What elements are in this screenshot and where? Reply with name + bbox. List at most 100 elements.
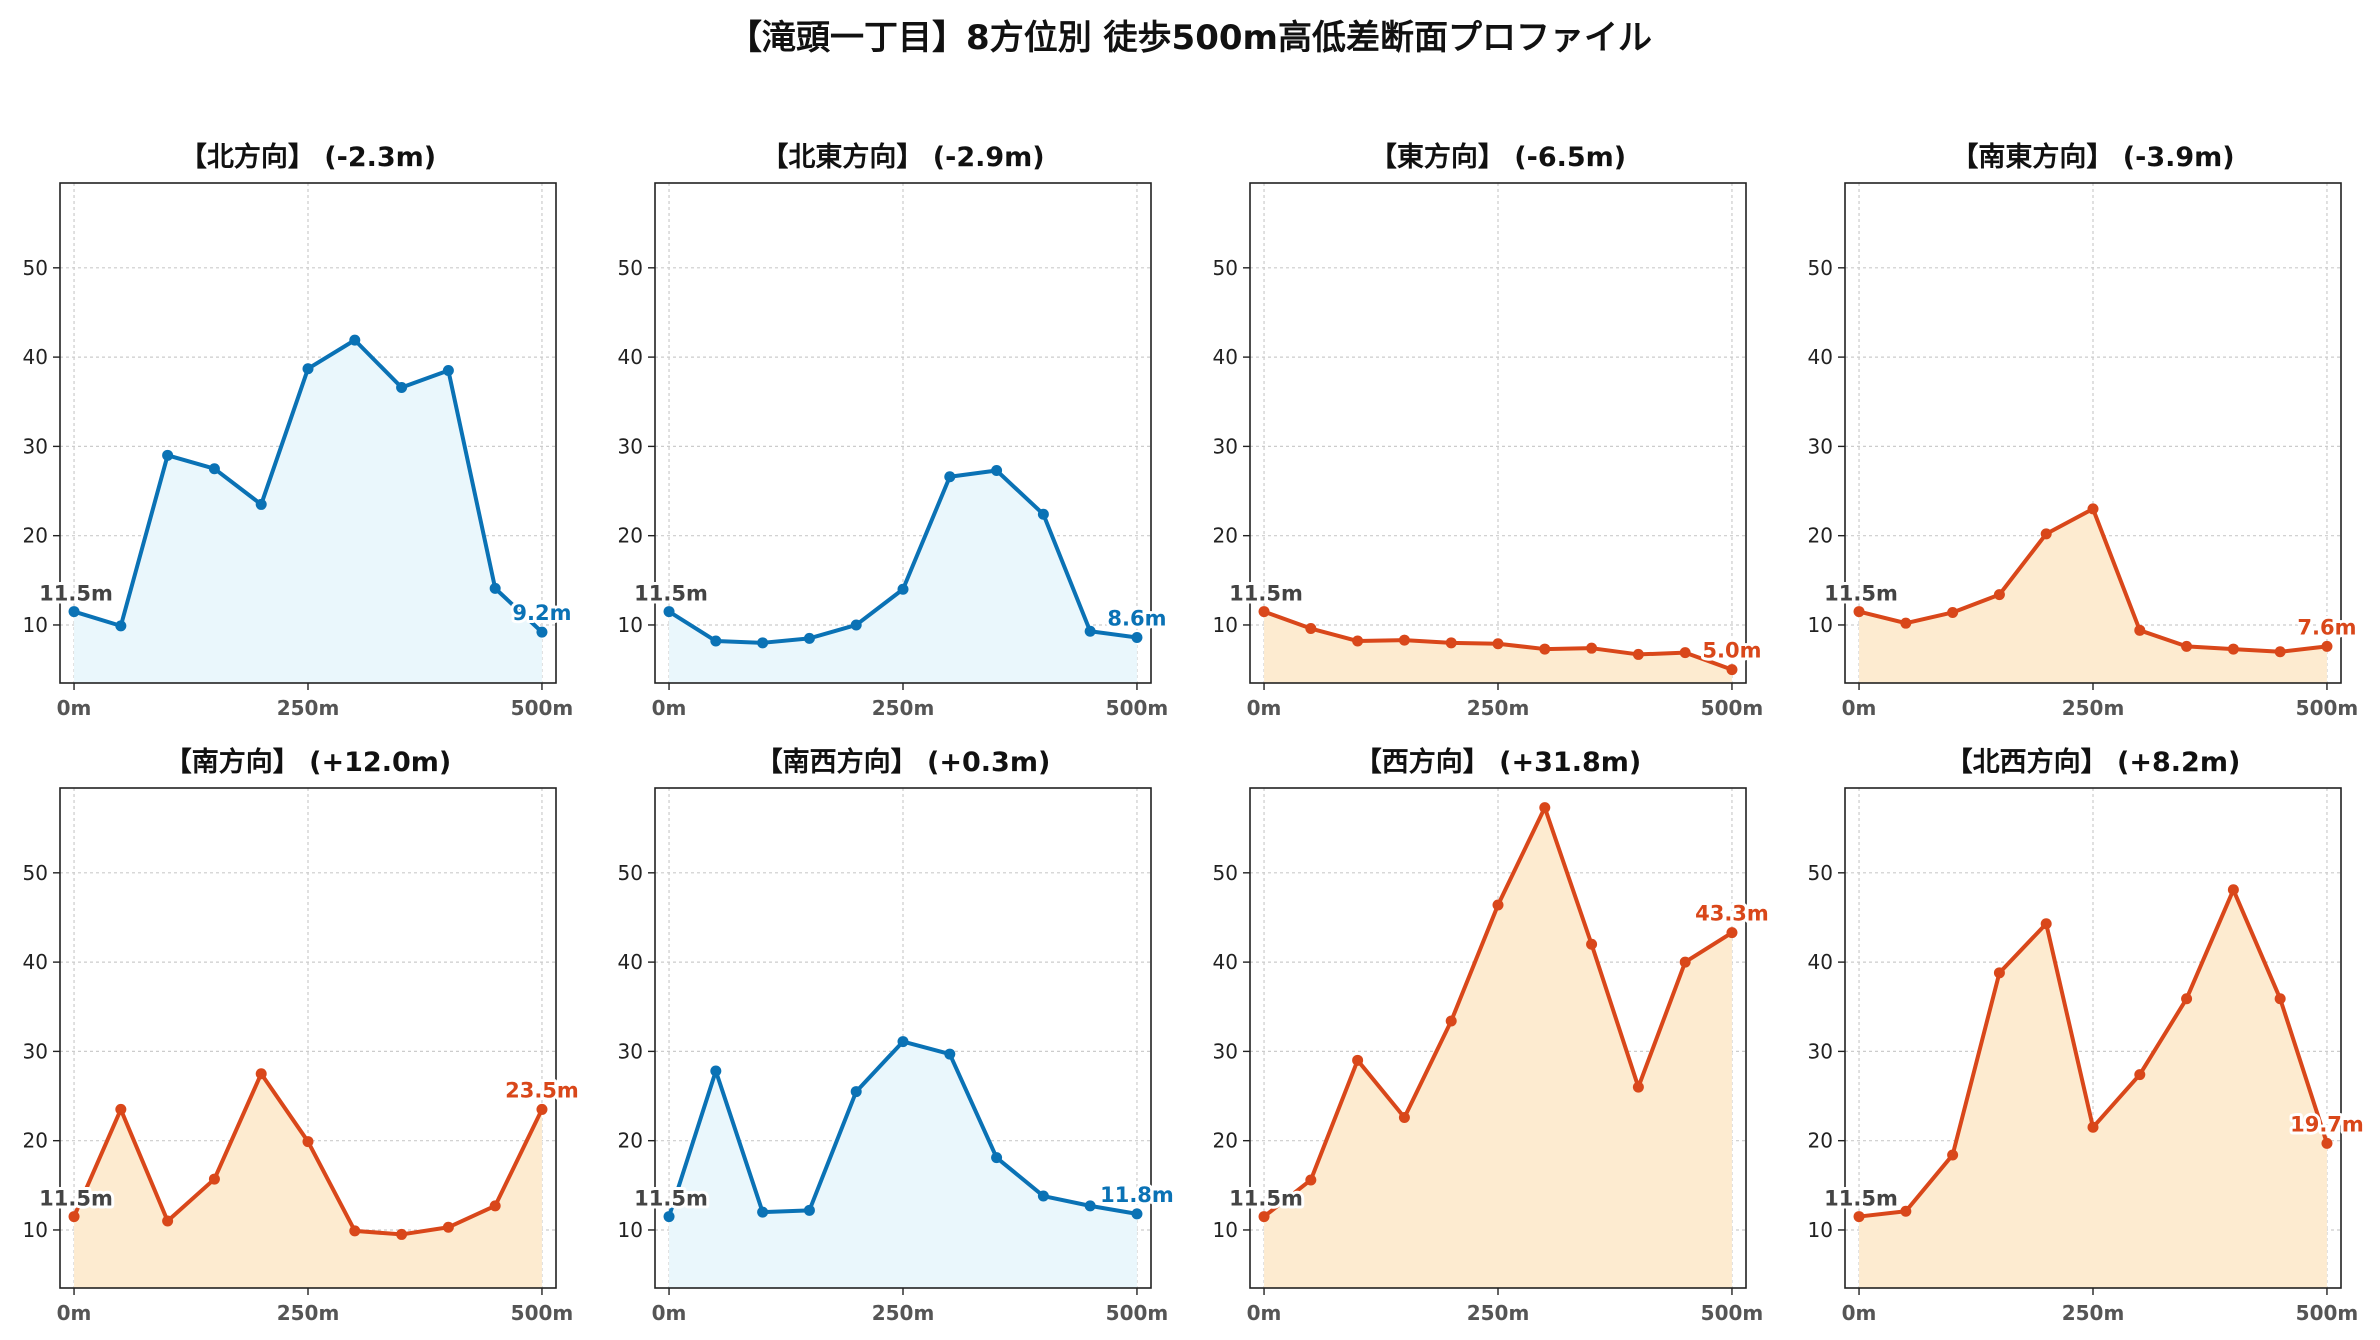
data-point [710,635,722,647]
data-point [68,1211,80,1223]
page-title: 【滝頭一丁目】8方位別 徒歩500m高低差断面プロファイル [728,18,1652,58]
data-point [1853,1211,1865,1223]
end-elevation-label: 23.5m [505,1078,579,1102]
x-tick-label: 500m [1701,1301,1764,1325]
data-point [1726,927,1738,939]
data-point [944,1048,956,1060]
y-tick-label: 20 [23,524,48,548]
data-point [1632,1081,1644,1093]
data-point [757,1206,769,1218]
data-point [2134,624,2146,636]
data-point [442,365,454,376]
y-tick-label: 30 [1213,1039,1238,1063]
start-elevation-label: 11.5m [39,582,113,606]
x-tick-label: 0m [1842,696,1877,720]
data-point [302,1136,314,1148]
data-point [1305,623,1317,635]
data-point [162,449,174,461]
area-fill [1264,807,1732,1288]
x-tick-label: 0m [1842,1301,1877,1325]
data-point [2227,884,2239,896]
data-point [536,626,548,638]
data-point [489,1200,501,1212]
area-fill [74,1073,542,1288]
data-point [442,1221,454,1233]
y-tick-label: 20 [1808,1129,1833,1153]
data-point [897,583,909,595]
data-point [1352,635,1364,647]
end-elevation-label: 43.3m [1695,902,1769,926]
y-tick-label: 20 [1213,1129,1238,1153]
x-tick-label: 250m [277,696,340,720]
data-point [1258,606,1270,618]
data-point [1947,606,1959,618]
end-elevation-label: 8.6m [1107,606,1166,630]
end-elevation-label: 5.0m [1702,639,1761,663]
data-point [349,334,361,346]
x-tick-label: 250m [2062,696,2125,720]
panel-title: 【南東方向】 (-3.9m) [1951,141,2234,173]
data-point [944,471,956,483]
data-point [1679,956,1691,968]
data-point [2321,640,2333,652]
data-point [396,1228,408,1240]
panel-title: 【北西方向】 (+8.2m) [1946,746,2241,778]
area-fill [1859,889,2327,1288]
data-point [1037,508,1049,520]
x-tick-label: 500m [511,696,574,720]
data-point [1947,1149,1959,1161]
start-elevation-label: 11.5m [1229,582,1303,606]
x-tick-label: 250m [872,696,935,720]
data-point [1398,634,1410,646]
data-point [1679,647,1691,659]
panel-title: 【北東方向】 (-2.9m) [761,141,1044,173]
area-fill [1859,508,2327,683]
y-tick-label: 30 [23,434,48,458]
data-point [302,363,314,375]
y-tick-label: 50 [1213,256,1238,280]
y-tick-label: 10 [618,613,643,637]
y-tick-label: 50 [23,861,48,885]
data-point [897,1036,909,1048]
panel-title: 【東方向】 (-6.5m) [1370,141,1626,173]
y-tick-label: 50 [1213,861,1238,885]
x-tick-label: 500m [511,1301,574,1325]
y-tick-label: 40 [618,345,643,369]
data-point [991,1152,1003,1164]
y-tick-label: 20 [23,1129,48,1153]
start-elevation-label: 11.5m [1229,1187,1303,1211]
start-elevation-label: 11.5m [634,582,708,606]
data-point [1539,643,1551,655]
data-point [2274,646,2286,658]
data-point [1258,1211,1270,1223]
x-tick-label: 250m [277,1301,340,1325]
x-tick-label: 250m [1467,1301,1530,1325]
data-point [1398,1111,1410,1123]
x-tick-label: 0m [1247,1301,1282,1325]
area-fill [669,470,1137,683]
data-point [2181,640,2193,652]
data-point [115,1103,127,1115]
data-point [536,1103,548,1115]
data-point [710,1065,722,1077]
data-point [255,498,267,510]
area-fill [669,1041,1137,1288]
y-tick-label: 20 [618,524,643,548]
y-tick-label: 40 [23,950,48,974]
y-tick-label: 50 [1808,861,1833,885]
start-elevation-label: 11.5m [1824,1187,1898,1211]
x-tick-label: 250m [872,1301,935,1325]
y-tick-label: 30 [1808,1039,1833,1063]
data-point [1993,967,2005,979]
data-point [2134,1069,2146,1081]
y-tick-label: 40 [618,950,643,974]
y-tick-label: 10 [1808,613,1833,637]
data-point [489,582,501,594]
x-tick-label: 0m [1247,696,1282,720]
data-point [1037,1190,1049,1202]
data-point [162,1215,174,1227]
area-fill [74,340,542,683]
data-point [1539,802,1551,814]
